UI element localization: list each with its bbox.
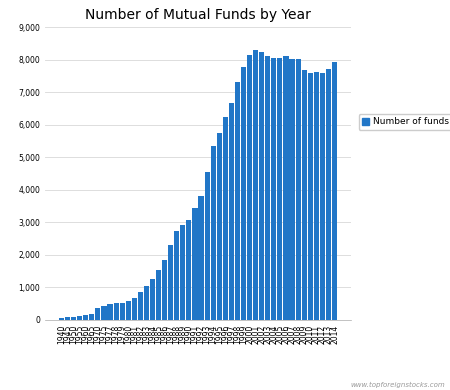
- Bar: [326, 69, 331, 320]
- Bar: [101, 306, 107, 320]
- Bar: [320, 73, 325, 320]
- Bar: [235, 82, 240, 320]
- Bar: [89, 314, 94, 320]
- Bar: [259, 52, 264, 320]
- Bar: [150, 279, 155, 320]
- Bar: [204, 172, 210, 320]
- Bar: [271, 58, 276, 320]
- Bar: [180, 225, 185, 320]
- Bar: [168, 245, 173, 320]
- Bar: [144, 286, 149, 320]
- Bar: [277, 58, 283, 320]
- Text: www.topforeignstocks.com: www.topforeignstocks.com: [351, 382, 446, 388]
- Bar: [302, 70, 307, 320]
- Bar: [108, 304, 112, 320]
- Bar: [71, 317, 76, 320]
- Bar: [253, 50, 258, 320]
- Bar: [229, 103, 234, 320]
- Bar: [186, 220, 192, 320]
- Legend: Number of funds: Number of funds: [359, 114, 450, 130]
- Bar: [162, 260, 167, 320]
- Bar: [308, 73, 313, 320]
- Bar: [83, 315, 88, 320]
- Bar: [59, 317, 64, 320]
- Bar: [332, 62, 337, 320]
- Bar: [113, 303, 119, 320]
- Bar: [138, 292, 143, 320]
- Bar: [77, 316, 82, 320]
- Bar: [247, 55, 252, 320]
- Bar: [265, 56, 270, 320]
- Bar: [132, 298, 137, 320]
- Bar: [289, 59, 295, 320]
- Bar: [241, 67, 246, 320]
- Bar: [223, 117, 228, 320]
- Bar: [120, 303, 125, 320]
- Bar: [198, 195, 203, 320]
- Bar: [211, 146, 216, 320]
- Bar: [156, 270, 161, 320]
- Bar: [284, 56, 288, 320]
- Bar: [126, 301, 131, 320]
- Bar: [216, 133, 222, 320]
- Bar: [193, 208, 198, 320]
- Bar: [65, 317, 70, 320]
- Bar: [296, 59, 301, 320]
- Bar: [95, 308, 100, 320]
- Title: Number of Mutual Funds by Year: Number of Mutual Funds by Year: [85, 8, 311, 22]
- Bar: [174, 231, 180, 320]
- Bar: [314, 71, 319, 320]
